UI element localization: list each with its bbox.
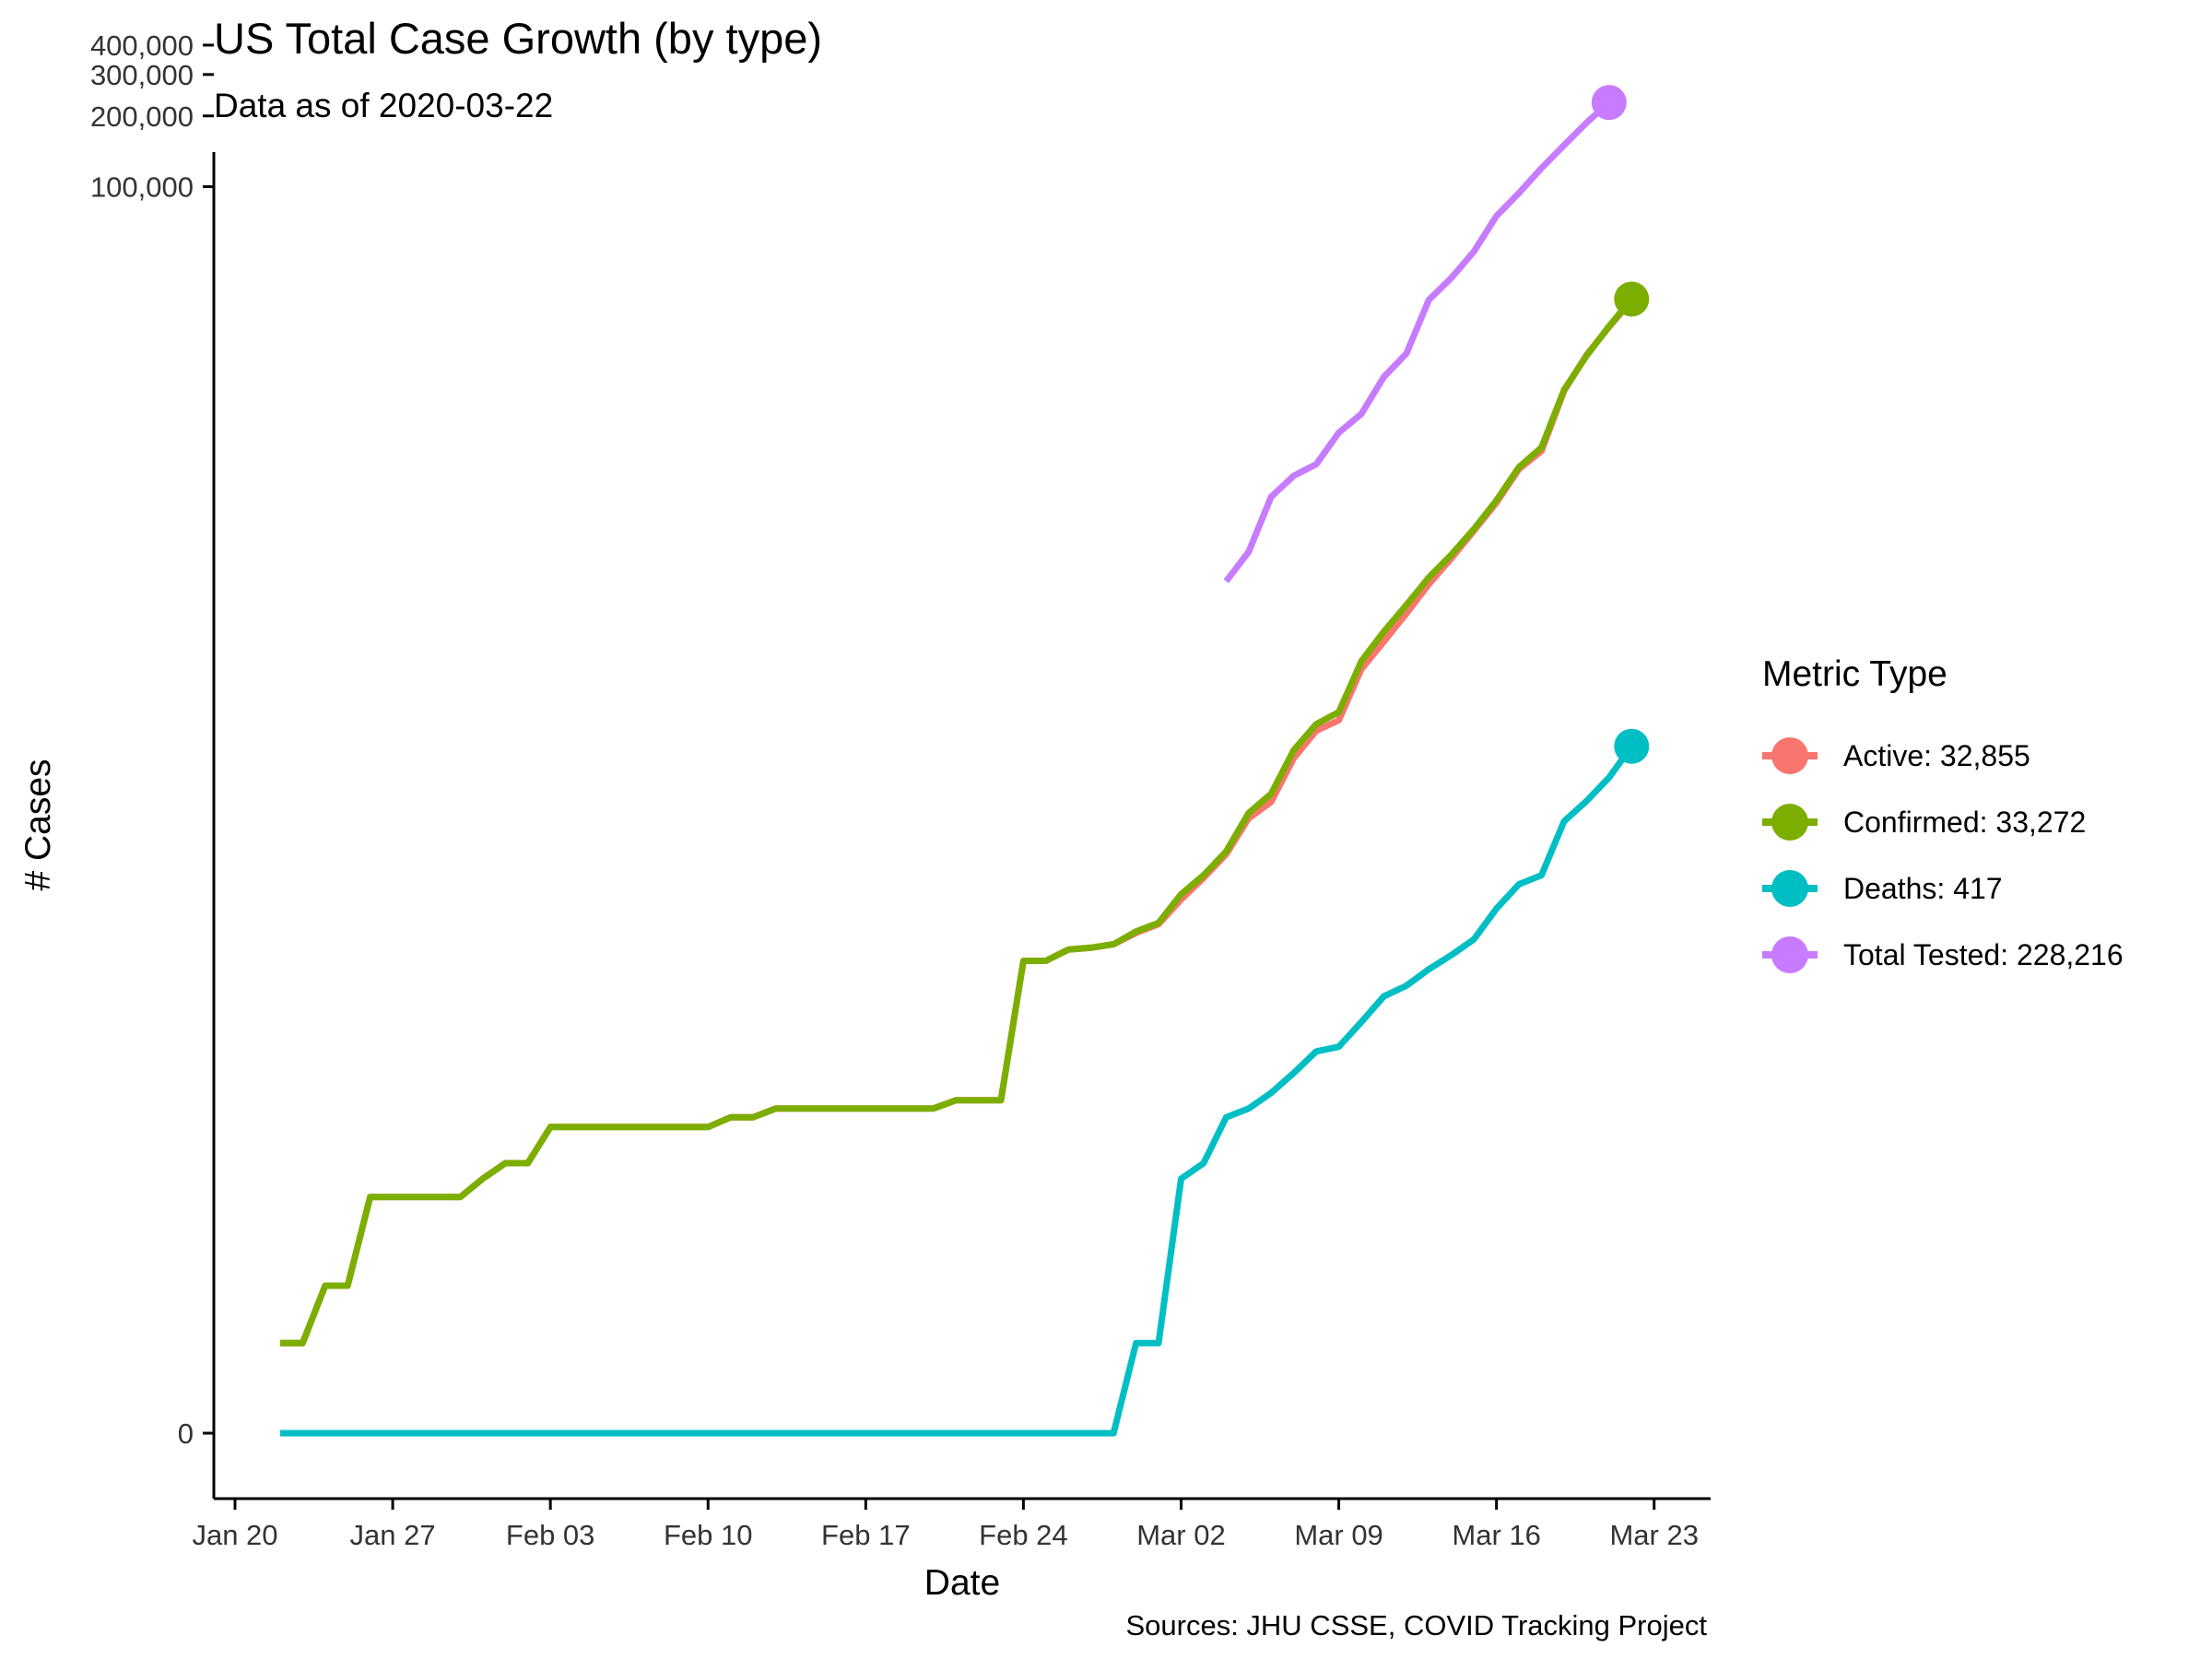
legend-label: Confirmed: 33,272	[1843, 805, 2087, 839]
legend-key-dot	[1771, 737, 1808, 774]
legend-key	[1762, 927, 1818, 982]
y-tick-label: 100,000	[90, 171, 194, 204]
series-end-point	[1614, 728, 1650, 764]
legend-label: Total Tested: 228,216	[1843, 937, 2124, 971]
y-tick-label: 300,000	[90, 59, 194, 91]
legend-key	[1762, 728, 1818, 783]
x-tick-label: Feb 10	[664, 1519, 753, 1551]
legend-key	[1762, 861, 1818, 916]
x-tick-label: Jan 27	[350, 1519, 436, 1551]
series-end-point	[1614, 281, 1650, 317]
series-line	[279, 744, 1635, 1437]
legend-key-dot	[1771, 870, 1808, 907]
x-tick-label: Feb 03	[506, 1519, 595, 1551]
series-end-points	[1591, 85, 1650, 764]
x-tick-label: Jan 20	[192, 1519, 277, 1551]
y-tick-label: 0	[178, 1418, 194, 1450]
x-tick-label: Feb 24	[979, 1519, 1068, 1551]
x-axis-label: Date	[924, 1563, 1000, 1603]
y-tick-label: 400,000	[90, 29, 194, 62]
legend-label: Deaths: 417	[1843, 871, 2003, 905]
legend-key	[1762, 794, 1818, 850]
series-line	[279, 298, 1634, 1347]
legend-items: Active: 32,855 Confirmed: 33,272 Deaths: 4…	[1762, 723, 2124, 988]
legend: Metric Type Active: 32,855 Confirmed: 33,…	[1762, 654, 2124, 988]
legend-title: Metric Type	[1762, 654, 1947, 694]
series-line	[279, 297, 1634, 1347]
x-tick-label: Feb 17	[821, 1519, 911, 1551]
series-end-point	[1591, 85, 1627, 121]
series-lines	[279, 100, 1635, 1437]
legend-key-dot	[1771, 936, 1808, 973]
y-axis-label: # Cases	[18, 759, 58, 890]
legend-item: Deaths: 417	[1762, 855, 2124, 922]
x-tick-label: Mar 16	[1452, 1519, 1540, 1551]
legend-item: Active: 32,855	[1762, 723, 2124, 789]
legend-item: Confirmed: 33,272	[1762, 789, 2124, 855]
chart-subtitle: Data as of 2020-03-22	[214, 87, 554, 124]
x-tick-label: Mar 09	[1294, 1519, 1382, 1551]
legend-key-dot	[1771, 804, 1808, 841]
x-tick-label: Mar 23	[1609, 1519, 1698, 1551]
series-line	[1223, 100, 1612, 583]
legend-label: Active: 32,855	[1843, 738, 2030, 772]
chart-caption: Sources: JHU CSSE, COVID Tracking Projec…	[1125, 1609, 1707, 1641]
x-tick-label: Mar 02	[1136, 1519, 1225, 1551]
chart-title: US Total Case Growth (by type)	[214, 14, 822, 63]
y-tick-label: 200,000	[90, 100, 194, 133]
legend-item: Total Tested: 228,216	[1762, 922, 2124, 988]
